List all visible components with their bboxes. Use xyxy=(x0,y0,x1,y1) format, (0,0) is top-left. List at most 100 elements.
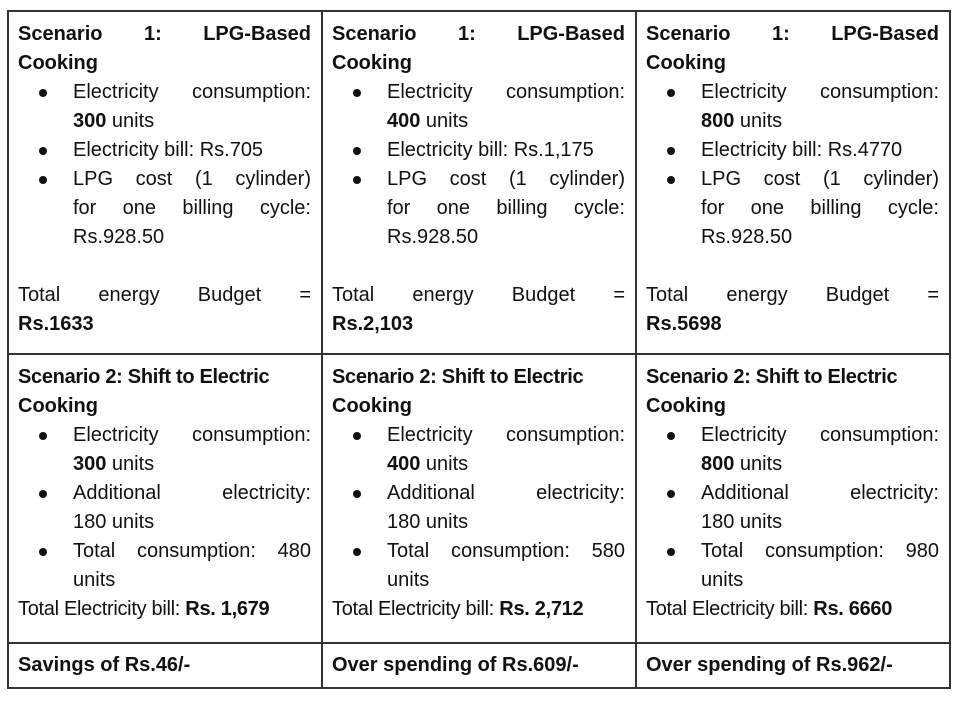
total-budget-label: Total energy Budget = xyxy=(646,284,939,306)
scenario-2-cell: Scenario 2: Shift to Electric Cooking El… xyxy=(321,353,637,644)
total-budget-label: Total energy Budget = xyxy=(332,284,625,306)
list-item-lpg: LPG cost (1 cylinder) for one billing cy… xyxy=(18,165,311,252)
consumption-value: 300 xyxy=(73,453,107,475)
list-item-lpg: LPG cost (1 cylinder) for one billing cy… xyxy=(332,165,625,252)
total-consumption-label: Total consumption: 580 xyxy=(387,540,625,562)
additional-label: Additional electricity: xyxy=(73,482,311,504)
consumption-unit: units xyxy=(106,110,155,132)
consumption-unit: units xyxy=(734,453,783,475)
scenario-heading: Scenario 1: LPG-Based xyxy=(18,23,311,45)
total-budget-value: Rs.2,103 xyxy=(332,313,414,335)
bill-text: Electricity bill: Rs.4770 xyxy=(701,139,903,161)
scenario-heading-cont: Cooking xyxy=(646,395,726,417)
scenario-heading: Scenario 2: Shift to Electric xyxy=(332,366,584,388)
total-bill-value: Rs. 2,712 xyxy=(499,598,584,620)
additional-value: 180 units xyxy=(701,511,783,533)
lpg-text-cont: for one billing cycle: xyxy=(387,197,625,219)
scenario-heading: Scenario 2: Shift to Electric xyxy=(646,366,898,388)
result-row: Savings of Rs.46/- Over spending of Rs.6… xyxy=(7,642,951,689)
total-consumption-unit: units xyxy=(73,569,116,591)
scenario-1-cell: Scenario 1: LPG-Based Cooking Electricit… xyxy=(321,10,637,355)
total-bill: Total Electricity bill: Rs. 2,712 xyxy=(332,595,625,624)
scenario-heading-cont: Cooking xyxy=(646,52,726,74)
scenario-1-cell: Scenario 1: LPG-Based Cooking Electricit… xyxy=(7,10,323,355)
list-item-total-consumption: Total consumption: 580 units xyxy=(332,537,625,595)
additional-value: 180 units xyxy=(73,511,155,533)
consumption-label: Electricity consumption: xyxy=(387,81,625,103)
additional-value: 180 units xyxy=(387,511,469,533)
additional-label: Additional electricity: xyxy=(701,482,939,504)
scenario-1-cell: Scenario 1: LPG-Based Cooking Electricit… xyxy=(635,10,951,355)
bill-text: Electricity bill: Rs.705 xyxy=(73,139,264,161)
list-item-additional: Additional electricity: 180 units xyxy=(18,479,311,537)
total-bill: Total Electricity bill: Rs. 6660 xyxy=(646,595,939,624)
total-budget-value: Rs.5698 xyxy=(646,313,722,335)
lpg-text-cont: for one billing cycle: xyxy=(701,197,939,219)
list-item-additional: Additional electricity: 180 units xyxy=(332,479,625,537)
scenario-heading-cont: Cooking xyxy=(18,395,98,417)
lpg-text-cont: for one billing cycle: xyxy=(73,197,311,219)
total-bill: Total Electricity bill: Rs. 1,679 xyxy=(18,595,311,624)
total-budget-value: Rs.1633 xyxy=(18,313,94,335)
list-item-total-consumption: Total consumption: 980 units xyxy=(646,537,939,595)
consumption-label: Electricity consumption: xyxy=(387,424,625,446)
total-bill-value: Rs. 6660 xyxy=(813,598,893,620)
consumption-value: 400 xyxy=(387,110,421,132)
result-cell: Over spending of Rs.609/- xyxy=(321,642,637,689)
total-bill-label: Total Electricity bill: xyxy=(332,598,500,620)
list-item-bill: Electricity bill: Rs.705 xyxy=(18,136,311,165)
consumption-value: 400 xyxy=(387,453,421,475)
scenario-1-row: Scenario 1: LPG-Based Cooking Electricit… xyxy=(7,10,951,355)
list-item-consumption: Electricity consumption: 800 units xyxy=(646,421,939,479)
list-item-additional: Additional electricity: 180 units xyxy=(646,479,939,537)
total-consumption-label: Total consumption: 480 xyxy=(73,540,311,562)
list-item-consumption: Electricity consumption: 800 units xyxy=(646,78,939,136)
scenario-2-cell: Scenario 2: Shift to Electric Cooking El… xyxy=(635,353,951,644)
additional-label: Additional electricity: xyxy=(387,482,625,504)
total-consumption-unit: units xyxy=(387,569,430,591)
total-consumption-label: Total consumption: 980 xyxy=(701,540,939,562)
list-item-bill: Electricity bill: Rs.1,175 xyxy=(332,136,625,165)
scenario-heading-cont: Cooking xyxy=(332,52,412,74)
consumption-label: Electricity consumption: xyxy=(701,424,939,446)
list-item-consumption: Electricity consumption: 300 units xyxy=(18,421,311,479)
consumption-label: Electricity consumption: xyxy=(73,424,311,446)
list-item-total-consumption: Total consumption: 480 units xyxy=(18,537,311,595)
scenario-heading: Scenario 1: LPG-Based xyxy=(332,23,625,45)
scenario-2-cell: Scenario 2: Shift to Electric Cooking El… xyxy=(7,353,323,644)
total-budget-label: Total energy Budget = xyxy=(18,284,311,306)
total-bill-value: Rs. 1,679 xyxy=(185,598,270,620)
consumption-label: Electricity consumption: xyxy=(701,81,939,103)
total-consumption-unit: units xyxy=(701,569,744,591)
lpg-text: LPG cost (1 cylinder) xyxy=(73,168,311,190)
lpg-value: Rs.928.50 xyxy=(387,226,479,248)
scenario-heading-cont: Cooking xyxy=(18,52,98,74)
list-item-lpg: LPG cost (1 cylinder) for one billing cy… xyxy=(646,165,939,252)
consumption-value: 800 xyxy=(701,110,735,132)
list-item-consumption: Electricity consumption: 300 units xyxy=(18,78,311,136)
scenario-heading: Scenario 1: LPG-Based xyxy=(646,23,939,45)
comparison-table: Scenario 1: LPG-Based Cooking Electricit… xyxy=(7,10,951,689)
result-cell: Savings of Rs.46/- xyxy=(7,642,323,689)
lpg-text: LPG cost (1 cylinder) xyxy=(701,168,939,190)
bill-text: Electricity bill: Rs.1,175 xyxy=(387,139,594,161)
consumption-unit: units xyxy=(734,110,783,132)
lpg-text: LPG cost (1 cylinder) xyxy=(387,168,625,190)
consumption-unit: units xyxy=(420,110,469,132)
total-bill-label: Total Electricity bill: xyxy=(646,598,814,620)
result-cell: Over spending of Rs.962/- xyxy=(635,642,951,689)
consumption-unit: units xyxy=(420,453,469,475)
total-bill-label: Total Electricity bill: xyxy=(18,598,186,620)
consumption-value: 800 xyxy=(701,453,735,475)
scenario-heading: Scenario 2: Shift to Electric xyxy=(18,366,270,388)
list-item-bill: Electricity bill: Rs.4770 xyxy=(646,136,939,165)
scenario-2-row: Scenario 2: Shift to Electric Cooking El… xyxy=(7,353,951,644)
list-item-consumption: Electricity consumption: 400 units xyxy=(332,78,625,136)
consumption-label: Electricity consumption: xyxy=(73,81,311,103)
consumption-value: 300 xyxy=(73,110,107,132)
scenario-heading-cont: Cooking xyxy=(332,395,412,417)
consumption-unit: units xyxy=(106,453,155,475)
lpg-value: Rs.928.50 xyxy=(701,226,793,248)
lpg-value: Rs.928.50 xyxy=(73,226,165,248)
list-item-consumption: Electricity consumption: 400 units xyxy=(332,421,625,479)
